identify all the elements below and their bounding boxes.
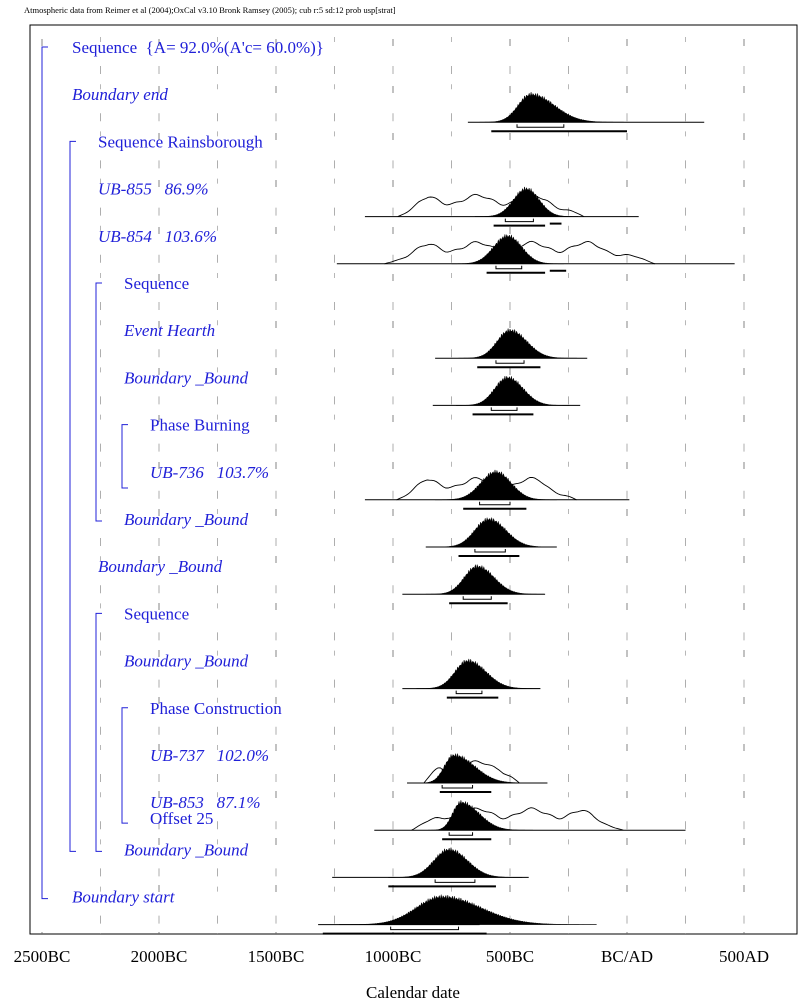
- row-labels: Sequence {A= 92.0%(A'c= 60.0%)} Boundary …: [72, 38, 324, 907]
- range-bar: [474, 549, 506, 553]
- row-label: Event Hearth: [123, 321, 215, 340]
- bracket: [95, 612, 102, 852]
- distribution-3: [364, 186, 639, 227]
- x-tick-label: BC/AD: [601, 947, 653, 966]
- row-label: UB-853 87.1%: [150, 793, 260, 812]
- x-tick-labels: 2500BC 2000BC 1500BC 1000BC 500BC BC/AD 500AD: [14, 947, 769, 966]
- bracket: [41, 46, 48, 900]
- row-label: Boundary _Bound: [124, 652, 249, 671]
- range-bar: [490, 407, 518, 411]
- distribution-1: [467, 92, 705, 133]
- x-tick-label: 2000BC: [131, 947, 188, 966]
- row-label: Sequence: [124, 604, 189, 623]
- posterior-fill: [428, 800, 533, 831]
- row-label: Sequence {A= 92.0%(A'c= 60.0%)}: [72, 38, 324, 57]
- bracket: [69, 140, 76, 852]
- range-bar: [455, 690, 483, 695]
- x-tick-label: 500BC: [486, 947, 534, 966]
- row-label: UB-737 102.0%: [150, 746, 269, 765]
- row-label: Boundary _Bound: [124, 368, 249, 387]
- posterior-fill: [416, 753, 537, 784]
- row-label: Boundary _Bound: [124, 840, 249, 859]
- range-bar: [448, 832, 474, 836]
- distribution-18: [318, 894, 597, 935]
- row-label: Phase Construction: [150, 699, 282, 718]
- distributions: [318, 92, 735, 935]
- distribution-11: [402, 564, 546, 605]
- offset-label: Offset 25: [150, 809, 213, 828]
- range-bar: [390, 926, 460, 931]
- distribution-4: [336, 233, 735, 274]
- posterior-fill: [479, 92, 624, 123]
- range-bar: [479, 501, 511, 506]
- range-bar: [504, 218, 534, 223]
- row-label: Phase Burning: [150, 416, 250, 435]
- range-bar: [434, 879, 476, 883]
- distribution-13: [402, 658, 541, 699]
- range-bar: [495, 360, 525, 364]
- row-label: Boundary _Bound: [98, 557, 223, 576]
- distribution-9: [364, 469, 630, 510]
- posterior-fill: [339, 894, 597, 925]
- bracket: [121, 707, 128, 824]
- row-label: Boundary start: [72, 888, 176, 907]
- posterior-fill: [425, 564, 545, 595]
- row-label: UB-736 103.7%: [150, 463, 269, 482]
- posterior-fill: [435, 469, 557, 501]
- distribution-15: [407, 753, 548, 793]
- chart-header: Atmospheric data from Reimer et al (2004…: [24, 5, 396, 15]
- row-label: UB-855 86.9%: [98, 180, 208, 199]
- row-label: Boundary _Bound: [124, 510, 249, 529]
- row-label: Sequence Rainsborough: [98, 132, 263, 151]
- distribution-17: [332, 847, 529, 888]
- posterior-fill: [388, 847, 523, 878]
- bracket: [95, 282, 102, 522]
- calib-outline: [397, 193, 585, 218]
- row-label: UB-854 103.6%: [98, 227, 217, 246]
- grid-lines: [29, 24, 798, 935]
- posterior-fill: [456, 375, 570, 406]
- distribution-6: [435, 328, 588, 369]
- range-bar: [495, 265, 523, 270]
- x-tick-label: 1500BC: [248, 947, 305, 966]
- posterior-fill: [458, 328, 577, 359]
- calib-outline: [411, 807, 624, 831]
- x-axis-title: Calendar date: [366, 983, 460, 1002]
- distribution-16: [374, 800, 686, 841]
- row-label: Boundary end: [72, 85, 168, 104]
- bracket: [121, 424, 128, 489]
- x-tick-label: 500AD: [719, 947, 769, 966]
- distribution-10: [425, 516, 557, 557]
- distribution-7: [432, 375, 581, 416]
- range-bar: [441, 785, 474, 789]
- sequence-brackets: [41, 46, 128, 900]
- posterior-fill: [416, 658, 540, 689]
- posterior-fill: [474, 186, 578, 217]
- row-label: Sequence: [124, 274, 189, 293]
- x-tick-label: 1000BC: [365, 947, 422, 966]
- plot-frame: [29, 24, 798, 935]
- posterior-fill: [451, 233, 564, 265]
- x-tick-label: 2500BC: [14, 947, 71, 966]
- posterior-fill: [432, 516, 557, 548]
- range-bar: [516, 124, 565, 128]
- range-bar: [462, 596, 492, 600]
